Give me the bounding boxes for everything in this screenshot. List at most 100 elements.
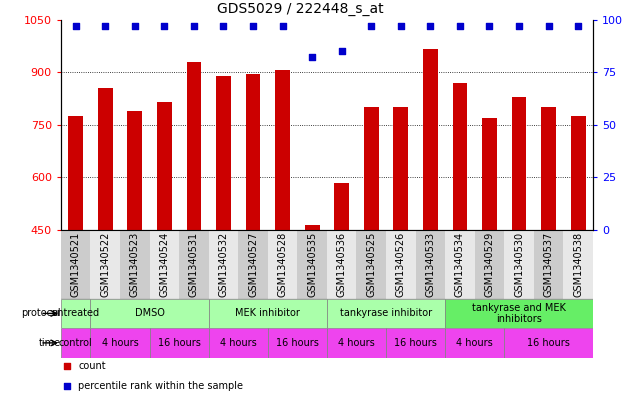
Bar xyxy=(268,328,327,358)
Text: GSM1340533: GSM1340533 xyxy=(426,232,435,297)
Point xyxy=(337,48,347,54)
Text: GSM1340521: GSM1340521 xyxy=(71,232,81,297)
Text: GSM1340528: GSM1340528 xyxy=(278,232,288,297)
Bar xyxy=(563,230,593,299)
Bar xyxy=(327,230,356,299)
Bar xyxy=(534,230,563,299)
Point xyxy=(274,308,284,314)
Text: GSM1340538: GSM1340538 xyxy=(573,232,583,297)
Text: MEK inhibitor: MEK inhibitor xyxy=(235,309,300,318)
Bar xyxy=(475,230,504,299)
Bar xyxy=(90,299,209,328)
Bar xyxy=(512,97,526,230)
Bar xyxy=(356,230,386,299)
Bar xyxy=(335,183,349,230)
Text: 4 hours: 4 hours xyxy=(102,338,138,348)
Bar xyxy=(216,76,231,230)
Bar xyxy=(98,88,113,230)
Point xyxy=(129,23,140,29)
Text: GSM1340535: GSM1340535 xyxy=(307,232,317,297)
Point xyxy=(485,23,495,29)
Text: GSM1340530: GSM1340530 xyxy=(514,232,524,297)
Bar xyxy=(90,328,149,358)
Bar xyxy=(179,230,209,299)
Bar xyxy=(61,230,90,299)
Bar xyxy=(415,230,445,299)
Bar xyxy=(61,299,90,328)
Text: count: count xyxy=(78,362,106,371)
Text: GSM1340527: GSM1340527 xyxy=(248,232,258,298)
Bar xyxy=(297,230,327,299)
Text: 4 hours: 4 hours xyxy=(338,338,375,348)
Text: GSM1340522: GSM1340522 xyxy=(100,232,110,298)
Text: GSM1340532: GSM1340532 xyxy=(219,232,228,297)
Bar xyxy=(445,328,504,358)
Text: control: control xyxy=(59,338,92,348)
Bar xyxy=(275,70,290,230)
Bar xyxy=(90,230,120,299)
Bar xyxy=(541,107,556,230)
Bar xyxy=(209,299,327,328)
Point xyxy=(573,23,583,29)
Point xyxy=(395,23,406,29)
Bar xyxy=(386,328,445,358)
Bar xyxy=(445,299,593,328)
Bar xyxy=(149,328,209,358)
Text: GSM1340529: GSM1340529 xyxy=(485,232,494,297)
Point xyxy=(100,23,110,29)
Bar xyxy=(157,102,172,230)
Point xyxy=(307,54,317,61)
Text: GSM1340526: GSM1340526 xyxy=(395,232,406,297)
Point xyxy=(278,23,288,29)
Bar xyxy=(394,107,408,230)
Bar xyxy=(445,230,475,299)
Text: 16 hours: 16 hours xyxy=(158,338,201,348)
Text: protocol: protocol xyxy=(21,309,61,318)
Text: untreated: untreated xyxy=(52,309,100,318)
Bar xyxy=(120,230,149,299)
Text: percentile rank within the sample: percentile rank within the sample xyxy=(78,381,244,391)
Point xyxy=(159,23,169,29)
Point xyxy=(71,23,81,29)
Point xyxy=(274,131,284,137)
Text: time: time xyxy=(38,338,61,348)
Text: 16 hours: 16 hours xyxy=(527,338,570,348)
Bar xyxy=(61,328,90,358)
Bar xyxy=(187,62,201,230)
Text: DMSO: DMSO xyxy=(135,309,165,318)
Bar xyxy=(149,230,179,299)
Text: 16 hours: 16 hours xyxy=(276,338,319,348)
Text: 4 hours: 4 hours xyxy=(456,338,493,348)
Text: GSM1340524: GSM1340524 xyxy=(160,232,169,297)
Point xyxy=(248,23,258,29)
Bar xyxy=(69,116,83,230)
Title: GDS5029 / 222448_s_at: GDS5029 / 222448_s_at xyxy=(217,2,383,16)
Point xyxy=(544,23,554,29)
Bar xyxy=(364,107,379,230)
Bar xyxy=(386,230,415,299)
Text: GSM1340537: GSM1340537 xyxy=(544,232,554,297)
Point xyxy=(514,23,524,29)
Bar xyxy=(423,50,438,230)
Text: GSM1340523: GSM1340523 xyxy=(129,232,140,297)
Bar xyxy=(570,116,585,230)
Bar xyxy=(209,328,268,358)
Text: GSM1340534: GSM1340534 xyxy=(455,232,465,297)
Bar xyxy=(128,111,142,230)
Text: tankyrase inhibitor: tankyrase inhibitor xyxy=(340,309,432,318)
Bar xyxy=(268,230,297,299)
Point xyxy=(425,23,435,29)
Text: GSM1340525: GSM1340525 xyxy=(366,232,376,298)
Text: 4 hours: 4 hours xyxy=(220,338,256,348)
Bar xyxy=(482,118,497,230)
Bar xyxy=(304,225,319,230)
Point xyxy=(189,23,199,29)
Point xyxy=(219,23,229,29)
Bar xyxy=(238,230,268,299)
Bar xyxy=(209,230,238,299)
Bar xyxy=(327,299,445,328)
Text: GSM1340531: GSM1340531 xyxy=(189,232,199,297)
Point xyxy=(455,23,465,29)
Text: 16 hours: 16 hours xyxy=(394,338,437,348)
Text: tankyrase and MEK
inhibitors: tankyrase and MEK inhibitors xyxy=(472,303,566,324)
